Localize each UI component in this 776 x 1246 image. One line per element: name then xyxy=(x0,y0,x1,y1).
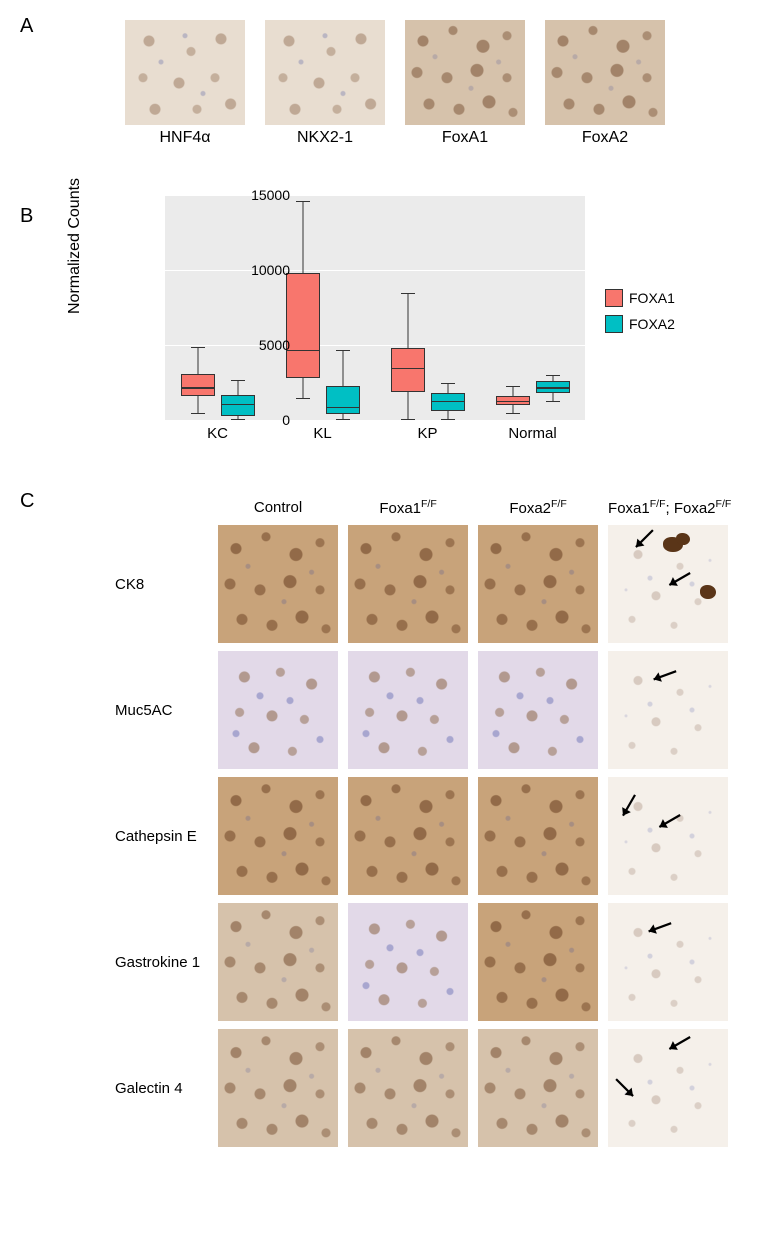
chart-boxplot xyxy=(496,195,530,420)
histology-image xyxy=(608,1029,728,1147)
histology-image xyxy=(218,777,338,895)
histology-image xyxy=(348,903,468,1021)
panel-label-b: B xyxy=(20,205,33,228)
histology-image xyxy=(608,525,728,643)
panel-a-item: HNF4α xyxy=(125,20,245,147)
panel-a-item: NKX2-1 xyxy=(265,20,385,147)
histology-image xyxy=(478,1029,598,1147)
chart-gridline xyxy=(165,420,585,421)
row-header: Galectin 4 xyxy=(115,1029,208,1147)
chart-xtick-label: KC xyxy=(207,425,228,442)
legend-item: FOXA2 xyxy=(605,311,715,337)
chart-ytick-label: 0 xyxy=(282,412,290,428)
row-header: CK8 xyxy=(115,525,208,643)
chart-xtick-label: KP xyxy=(417,425,437,442)
column-header: Foxa2F/F xyxy=(478,498,598,517)
chart-boxplot xyxy=(181,195,215,420)
row-header: Cathepsin E xyxy=(115,777,208,895)
histology-image xyxy=(608,903,728,1021)
row-header: Gastrokine 1 xyxy=(115,903,208,1021)
histology-image xyxy=(218,903,338,1021)
chart-ytick-label: 10000 xyxy=(251,262,290,278)
panel-a-item: FoxA2 xyxy=(545,20,665,147)
histology-label: FoxA1 xyxy=(405,129,525,147)
chart-ytick-label: 15000 xyxy=(251,187,290,203)
column-header: Foxa1F/F; Foxa2F/F xyxy=(608,498,731,517)
histology-image xyxy=(478,651,598,769)
panel-label-c: C xyxy=(20,490,34,513)
panel-b-chart: Normalized Counts FOXA1FOXA2 05000100001… xyxy=(80,180,720,460)
chart-boxplot xyxy=(221,195,255,420)
chart-boxplot xyxy=(286,195,320,420)
histology-label: HNF4α xyxy=(125,129,245,147)
legend-label: FOXA2 xyxy=(629,316,675,332)
histology-image xyxy=(125,20,245,125)
row-header: Muc5AC xyxy=(115,651,208,769)
histology-image xyxy=(348,1029,468,1147)
legend-label: FOXA1 xyxy=(629,290,675,306)
chart-ytick-label: 5000 xyxy=(259,337,290,353)
histology-image xyxy=(478,903,598,1021)
panel-label-a: A xyxy=(20,15,33,38)
chart-legend: FOXA1 FOXA2 xyxy=(605,285,715,340)
chart-boxplot xyxy=(431,195,465,420)
histology-image xyxy=(218,1029,338,1147)
histology-image xyxy=(348,777,468,895)
histology-label: FoxA2 xyxy=(545,129,665,147)
legend-swatch xyxy=(605,289,623,307)
panel-a-row: HNF4α NKX2-1 FoxA1 FoxA2 xyxy=(125,20,665,147)
column-header: Foxa1F/F xyxy=(348,498,468,517)
histology-image xyxy=(348,525,468,643)
chart-plot-area xyxy=(165,195,585,420)
histology-image xyxy=(405,20,525,125)
panel-c-table: Control Foxa1F/F Foxa2F/F Foxa1F/F; Foxa2F/… xyxy=(105,490,741,1155)
legend-swatch xyxy=(605,315,623,333)
histology-image xyxy=(218,651,338,769)
panel-c-grid: Control Foxa1F/F Foxa2F/F Foxa1F/F; Foxa2F/… xyxy=(105,490,741,1155)
chart-boxplot xyxy=(326,195,360,420)
legend-item: FOXA1 xyxy=(605,285,715,311)
histology-image xyxy=(348,651,468,769)
panel-a-item: FoxA1 xyxy=(405,20,525,147)
histology-image xyxy=(478,525,598,643)
histology-label: NKX2-1 xyxy=(265,129,385,147)
chart-boxplot xyxy=(391,195,425,420)
histology-image xyxy=(545,20,665,125)
chart-ylabel: Normalized Counts xyxy=(66,178,84,314)
histology-image xyxy=(218,525,338,643)
chart-xtick-label: Normal xyxy=(508,425,556,442)
chart-xtick-label: KL xyxy=(313,425,331,442)
histology-image xyxy=(608,651,728,769)
chart-boxplot xyxy=(536,195,570,420)
histology-image xyxy=(608,777,728,895)
histology-image xyxy=(265,20,385,125)
column-header: Control xyxy=(218,498,338,517)
histology-image xyxy=(478,777,598,895)
